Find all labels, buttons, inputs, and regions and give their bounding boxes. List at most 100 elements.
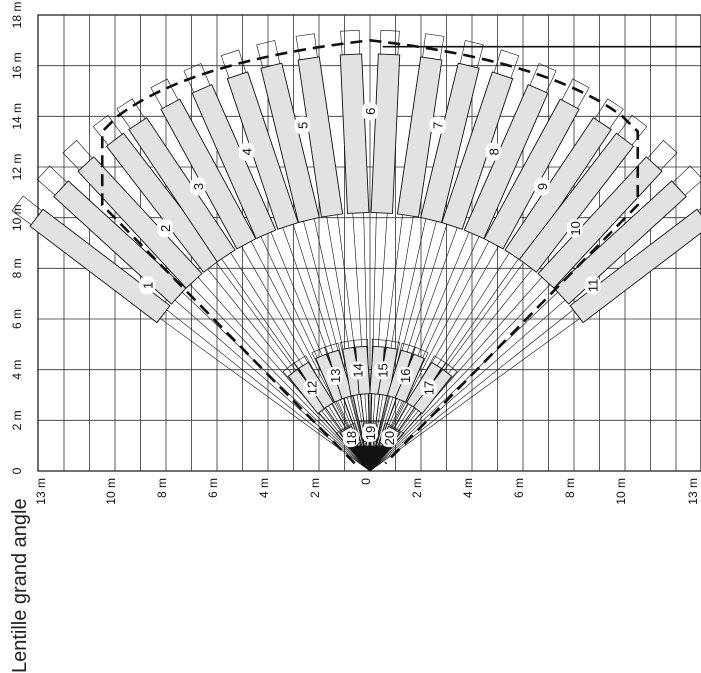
x-tick-label: 2 m	[410, 478, 424, 498]
zone-6-wedge	[340, 30, 371, 472]
zone-label-11: 11	[584, 276, 601, 295]
zone-label-1-bg	[139, 276, 156, 295]
zone-4-wedge	[220, 49, 371, 472]
zone-label-18-bg	[342, 429, 359, 448]
zone-12-wedge	[293, 355, 371, 472]
zone-8-wedge	[369, 63, 557, 472]
zone-label-12-bg	[303, 378, 320, 397]
x-tick-label: 13 m	[686, 478, 700, 505]
zone-label-1: 1	[139, 276, 156, 295]
y-tick-label: 0	[10, 467, 24, 474]
zone-label-3-bg	[189, 177, 206, 196]
zone-label-3-text: 3	[191, 183, 206, 190]
zone-1-wedge	[11, 195, 371, 472]
zone-label-9: 9	[534, 177, 551, 196]
zone-1-zone	[29, 208, 171, 324]
zone-label-2-bg	[157, 219, 174, 238]
zone-7-wedge	[369, 33, 445, 472]
zone-1-wedge	[36, 165, 371, 472]
x-tick-label: 8 m	[563, 478, 577, 498]
zone-label-2: 2	[157, 219, 174, 238]
zone-2-wedge	[62, 139, 371, 472]
zone-label-20-bg	[381, 429, 398, 448]
zone-5-wedge	[256, 40, 371, 472]
zone-3-zone	[160, 98, 257, 250]
zone-5-wedge	[295, 33, 371, 472]
zone-11-wedge	[369, 208, 701, 472]
y-tick-label: 2 m	[10, 410, 24, 430]
zone-4-wedge	[183, 63, 371, 472]
zone-13-wedge	[324, 342, 371, 472]
zone-label-5-text: 5	[295, 122, 310, 129]
zone-label-18-text: 18	[344, 431, 359, 445]
zone-4-zone	[191, 84, 277, 240]
x-tick-label: 0	[359, 478, 373, 485]
zone-5-zone	[260, 62, 320, 223]
zone-label-19-text: 19	[363, 426, 378, 440]
zone-9-wedge	[369, 98, 624, 472]
zone-label-19: 19	[362, 424, 378, 442]
zone-11-zone	[569, 208, 701, 324]
x-tick-label: 6 m	[512, 478, 526, 498]
zone-label-6-text: 6	[363, 108, 378, 115]
zone-7-wedge	[369, 40, 484, 472]
zone-1-zone	[53, 180, 187, 305]
zone-label-8-text: 8	[486, 148, 501, 155]
zone-label-17-text: 17	[422, 381, 437, 395]
plot-frame	[37, 14, 701, 472]
zone-label-17-bg	[420, 378, 437, 397]
y-tick-label: 18 m	[10, 2, 24, 29]
lens-caption: Lentille grand angle	[9, 498, 31, 673]
zone-14-wedge	[353, 338, 371, 472]
zone-label-10: 10	[566, 219, 583, 238]
zone-10-wedge	[369, 139, 678, 472]
zone-3-zone	[128, 117, 236, 263]
zone-label-2-text: 2	[158, 225, 173, 232]
grid	[37, 14, 701, 472]
x-tick-label: 4 m	[461, 478, 475, 498]
zone-label-13-bg	[327, 366, 344, 385]
x-tick-label: 8 m	[155, 478, 169, 498]
zone-11-wedge	[369, 165, 701, 472]
zone-label-11-bg	[584, 276, 601, 295]
zone-label-9-text: 9	[535, 183, 550, 190]
zone-label-15: 15	[374, 361, 391, 380]
zone-label-12-text: 12	[304, 381, 319, 395]
zone-label-10-text: 10	[568, 221, 583, 235]
zone-label-4-text: 4	[240, 148, 255, 155]
zone-label-13: 13	[327, 366, 344, 385]
zone-9-wedge	[369, 78, 590, 472]
zone-label-5-bg	[294, 116, 311, 135]
zone-10-wedge	[369, 114, 648, 472]
zone-label-13-text: 13	[328, 369, 343, 383]
x-tick-label: 4 m	[257, 478, 271, 498]
zone-16-wedge	[369, 346, 429, 472]
zone-label-12: 12	[303, 378, 320, 397]
zone-label-10-bg	[566, 219, 583, 238]
axes: 13 m 10 m 8 m 6 m 4 m 2 m 0 2 m 4 m 6 m 8 m 10 m 13 …	[10, 2, 700, 505]
y-tick-label: 6 m	[10, 309, 24, 329]
zone-label-7-bg	[429, 116, 446, 135]
zone-8-zone	[441, 71, 514, 230]
y-tick-label: 8 m	[10, 258, 24, 278]
y-tick-label: 16 m	[10, 52, 24, 79]
zone-2-wedge	[92, 114, 371, 472]
sensor-apex	[347, 445, 393, 471]
zone-label-16-text: 16	[398, 369, 413, 383]
zone-3-wedge	[116, 98, 371, 472]
zone-3-wedge	[150, 78, 371, 472]
zone-label-8: 8	[485, 142, 502, 161]
zone-label-15-bg	[374, 361, 391, 380]
zone-label-7-text: 7	[431, 122, 446, 129]
y-tick-label: 14 m	[10, 103, 24, 130]
zone-8-zone	[463, 84, 549, 240]
y-tick-label: 12 m	[10, 154, 24, 181]
boundary-dashed-line	[100, 39, 640, 465]
x-tick-label: 2 m	[308, 478, 322, 498]
zone-label-14-text: 14	[351, 363, 366, 377]
zone-10-zone	[537, 156, 663, 289]
zone-label-3: 3	[189, 177, 206, 196]
zone-5-zone	[297, 56, 344, 218]
